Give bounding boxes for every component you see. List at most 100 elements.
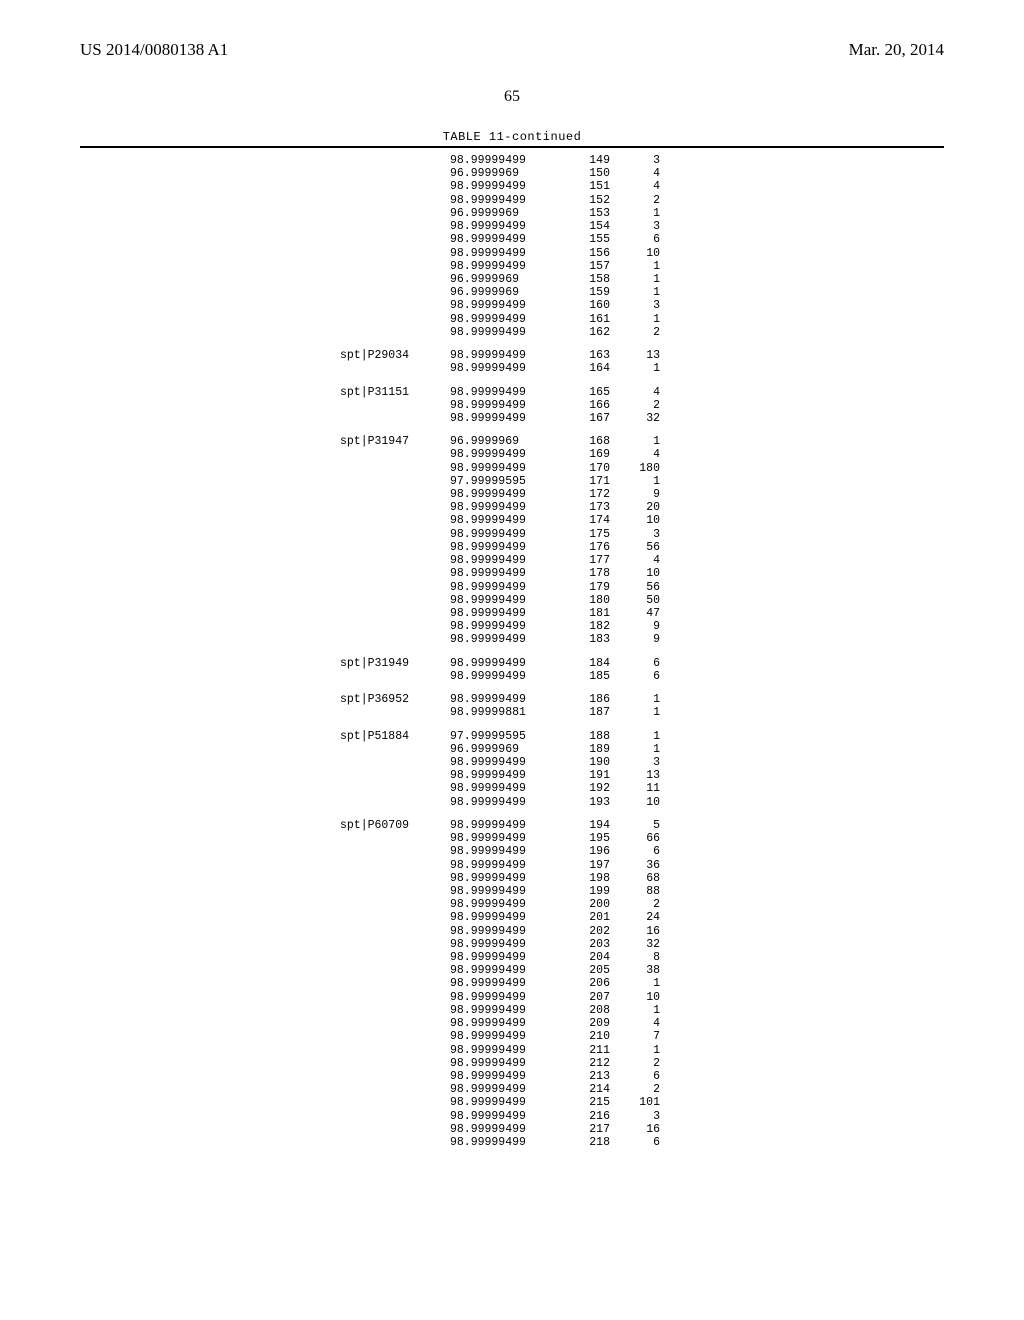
row-label <box>340 977 450 990</box>
row-label: spt|P60709 <box>340 819 450 832</box>
row-index: 187 <box>550 706 610 719</box>
table-row: 98.999994991641 <box>340 362 944 375</box>
row-count: 47 <box>610 607 660 620</box>
row-label: spt|P31949 <box>340 657 450 670</box>
table-row: 98.999994991571 <box>340 260 944 273</box>
row-index: 188 <box>550 730 610 743</box>
row-label <box>340 488 450 501</box>
row-label <box>340 220 450 233</box>
row-label <box>340 167 450 180</box>
row-value: 98.99999499 <box>450 194 550 207</box>
table-row: 98.999994992048 <box>340 951 944 964</box>
row-value: 98.99999499 <box>450 412 550 425</box>
row-label <box>340 706 450 719</box>
row-count: 32 <box>610 412 660 425</box>
table-row: 98.9999949919310 <box>340 796 944 809</box>
row-value: 98.99999499 <box>450 938 550 951</box>
table-row: spt|P6070998.999994991945 <box>340 819 944 832</box>
table-row: 98.999994992136 <box>340 1070 944 1083</box>
row-value: 98.99999499 <box>450 670 550 683</box>
row-index: 154 <box>550 220 610 233</box>
table-row: 98.99999499215101 <box>340 1096 944 1109</box>
row-label <box>340 233 450 246</box>
row-label <box>340 796 450 809</box>
table-row: 98.999994991522 <box>340 194 944 207</box>
row-index: 149 <box>550 154 610 167</box>
row-count: 1 <box>610 362 660 375</box>
row-index: 194 <box>550 819 610 832</box>
row-index: 177 <box>550 554 610 567</box>
row-index: 213 <box>550 1070 610 1083</box>
row-index: 162 <box>550 326 610 339</box>
row-label: spt|P36952 <box>340 693 450 706</box>
row-value: 98.99999499 <box>450 488 550 501</box>
row-count: 3 <box>610 528 660 541</box>
row-count: 101 <box>610 1096 660 1109</box>
row-label <box>340 567 450 580</box>
row-value: 98.99999499 <box>450 326 550 339</box>
row-value: 96.9999969 <box>450 273 550 286</box>
table-row: 96.99999691891 <box>340 743 944 756</box>
row-count: 4 <box>610 180 660 193</box>
row-count: 1 <box>610 706 660 719</box>
row-label <box>340 1004 450 1017</box>
table-row: 97.999995951711 <box>340 475 944 488</box>
table-row: 98.999994991694 <box>340 448 944 461</box>
table-row: 96.99999691591 <box>340 286 944 299</box>
row-count: 20 <box>610 501 660 514</box>
table-group: spt|P3115198.99999499165498.999994991662… <box>340 386 944 426</box>
row-label <box>340 832 450 845</box>
row-index: 170 <box>550 462 610 475</box>
row-value: 96.9999969 <box>450 167 550 180</box>
row-label <box>340 326 450 339</box>
row-count: 180 <box>610 462 660 475</box>
row-count: 10 <box>610 796 660 809</box>
table-group: spt|P3194796.9999969168198.999994991694 9… <box>340 435 944 647</box>
row-value: 98.99999499 <box>450 233 550 246</box>
row-count: 3 <box>610 756 660 769</box>
row-label: spt|P51884 <box>340 730 450 743</box>
row-index: 218 <box>550 1136 610 1149</box>
table-row: 98.999994991493 <box>340 154 944 167</box>
table-row: 98.9999949919736 <box>340 859 944 872</box>
publication-id: US 2014/0080138 A1 <box>80 40 228 60</box>
row-index: 151 <box>550 180 610 193</box>
row-label <box>340 1110 450 1123</box>
table-row: 98.9999949920710 <box>340 991 944 1004</box>
row-index: 215 <box>550 1096 610 1109</box>
row-value: 98.99999499 <box>450 567 550 580</box>
row-value: 98.99999499 <box>450 657 550 670</box>
table-group: spt|P6070998.99999499194598.999994991956… <box>340 819 944 1149</box>
row-count: 1 <box>610 1004 660 1017</box>
row-value: 98.99999499 <box>450 581 550 594</box>
row-count: 1 <box>610 435 660 448</box>
row-count: 1 <box>610 743 660 756</box>
table-row: 98.9999949919566 <box>340 832 944 845</box>
table-row: 98.999994991729 <box>340 488 944 501</box>
row-index: 209 <box>550 1017 610 1030</box>
row-count: 6 <box>610 1136 660 1149</box>
row-index: 191 <box>550 769 610 782</box>
row-label: spt|P29034 <box>340 349 450 362</box>
table-row: 98.999994991774 <box>340 554 944 567</box>
row-index: 216 <box>550 1110 610 1123</box>
row-value: 98.99999499 <box>450 620 550 633</box>
row-value: 96.9999969 <box>450 207 550 220</box>
table-row: 98.9999949918147 <box>340 607 944 620</box>
row-index: 180 <box>550 594 610 607</box>
table-row: 98.9999949917320 <box>340 501 944 514</box>
table-row: 98.9999949921716 <box>340 1123 944 1136</box>
row-index: 197 <box>550 859 610 872</box>
row-count: 11 <box>610 782 660 795</box>
table-row: 98.999994991543 <box>340 220 944 233</box>
row-label <box>340 1057 450 1070</box>
table-row: spt|P3194796.99999691681 <box>340 435 944 448</box>
row-label <box>340 313 450 326</box>
table-row: 98.999994991603 <box>340 299 944 312</box>
table-row: 98.9999949916732 <box>340 412 944 425</box>
row-value: 98.99999499 <box>450 769 550 782</box>
table-row: 98.9999949918050 <box>340 594 944 607</box>
row-value: 98.99999499 <box>450 911 550 924</box>
table-row: 98.9999949917810 <box>340 567 944 580</box>
row-index: 165 <box>550 386 610 399</box>
